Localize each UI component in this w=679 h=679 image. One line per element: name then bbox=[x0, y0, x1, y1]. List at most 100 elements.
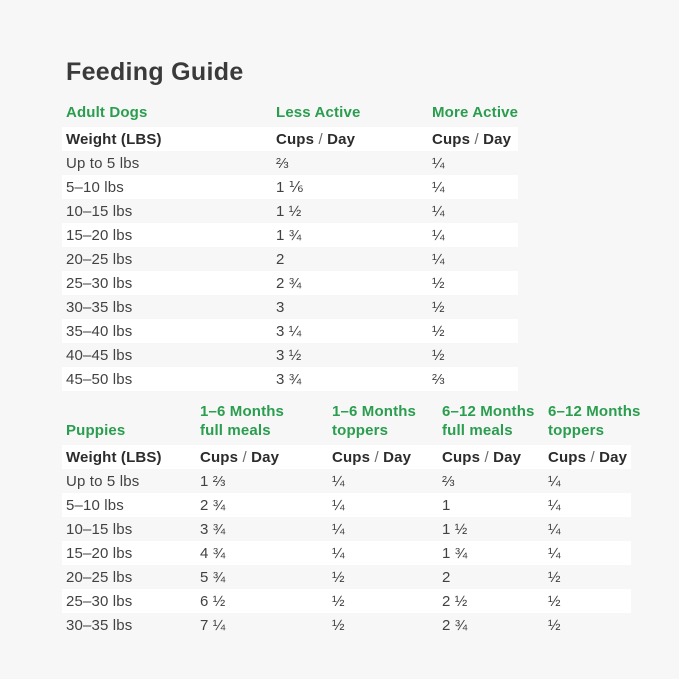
cups-day-slash: / bbox=[474, 130, 479, 148]
value-cell: ½ bbox=[548, 568, 561, 586]
section-header-row: Adult Dogs Less Active More Active bbox=[62, 103, 518, 127]
value-cell: ½ bbox=[432, 298, 445, 316]
cups-day-header-cell: Cups / Day bbox=[276, 131, 432, 148]
value-cell: ¼ bbox=[548, 544, 561, 562]
column-header-line2: toppers bbox=[332, 422, 389, 439]
day-label: Day bbox=[599, 448, 628, 466]
value-cell: ¼ bbox=[548, 496, 561, 514]
value-cell: ½ bbox=[548, 616, 561, 634]
weight-cell: 10–15 lbs bbox=[66, 520, 133, 538]
cups-label: Cups bbox=[548, 448, 587, 466]
value-cell: 2 ¾ bbox=[442, 616, 468, 634]
table-row: 20–25 lbs 2 ¼ bbox=[62, 247, 518, 271]
cups-day-slash: / bbox=[374, 448, 379, 466]
cups-day-header-cell: Cups / Day bbox=[442, 449, 548, 466]
value-cell: ⅔ bbox=[432, 370, 445, 388]
table-row: 5–10 lbs 2 ¾ ¼ 1 ¼ bbox=[62, 493, 631, 517]
value-cell: 3 ½ bbox=[276, 346, 302, 364]
value-cell: 1 ½ bbox=[442, 520, 468, 538]
column-header: 6–12 Months full meals bbox=[442, 402, 548, 440]
table-row: 25–30 lbs 6 ½ ½ 2 ½ ½ bbox=[62, 589, 631, 613]
value-cell: 3 ¾ bbox=[276, 370, 302, 388]
column-header: 1–6 Months toppers bbox=[332, 402, 442, 440]
weight-cell: 25–30 lbs bbox=[66, 274, 133, 292]
value-cell: 1 ¾ bbox=[442, 544, 468, 562]
value-cell: 5 ¾ bbox=[200, 568, 226, 586]
value-cell: ¼ bbox=[432, 202, 445, 220]
value-cell: 1 ⅔ bbox=[200, 472, 226, 490]
table-row: 15–20 lbs 1 ¾ ¼ bbox=[62, 223, 518, 247]
table-header-row: Weight (LBS) Cups / Day Cups / Day bbox=[62, 127, 518, 151]
cups-day-header-cell: Cups / Day bbox=[200, 449, 332, 466]
table-row: 45–50 lbs 3 ¾ ⅔ bbox=[62, 367, 518, 391]
column-header-line2: toppers bbox=[548, 422, 605, 439]
day-label: Day bbox=[383, 448, 412, 466]
table-row: 5–10 lbs 1 ⅙ ¼ bbox=[62, 175, 518, 199]
cups-label: Cups bbox=[276, 130, 315, 148]
section-label: Puppies bbox=[66, 422, 126, 439]
value-cell: 2 ½ bbox=[442, 592, 468, 610]
cups-day-slash: / bbox=[242, 448, 247, 466]
day-label: Day bbox=[493, 448, 522, 466]
value-cell: 4 ¾ bbox=[200, 544, 226, 562]
weight-cell: 5–10 lbs bbox=[66, 178, 124, 196]
value-cell: 3 ¾ bbox=[200, 520, 226, 538]
value-cell: ⅔ bbox=[276, 154, 289, 172]
value-cell: ½ bbox=[432, 322, 445, 340]
column-header-line2: full meals bbox=[200, 422, 271, 439]
weight-header-cell: Weight (LBS) bbox=[66, 448, 162, 466]
weight-cell: 30–35 lbs bbox=[66, 616, 133, 634]
table-row: 15–20 lbs 4 ¾ ¼ 1 ¾ ¼ bbox=[62, 541, 631, 565]
weight-cell: 40–45 lbs bbox=[66, 346, 133, 364]
column-header-line1: 6–12 Months bbox=[442, 403, 535, 420]
value-cell: ½ bbox=[432, 274, 445, 292]
column-header-label: More Active bbox=[432, 104, 519, 121]
value-cell: ¼ bbox=[332, 544, 345, 562]
value-cell: ¼ bbox=[432, 154, 445, 172]
cups-label: Cups bbox=[442, 448, 481, 466]
value-cell: 2 bbox=[276, 250, 285, 268]
column-header-line1: 1–6 Months bbox=[332, 403, 417, 420]
column-header: Less Active bbox=[276, 103, 432, 122]
value-cell: 3 bbox=[276, 298, 285, 316]
table-header-row: Weight (LBS) Cups / Day Cups / Day Cups / D… bbox=[62, 445, 631, 469]
column-header-line1: 6–12 Months bbox=[548, 403, 641, 420]
weight-cell: 35–40 lbs bbox=[66, 322, 133, 340]
value-cell: 2 bbox=[442, 568, 451, 586]
value-cell: ¼ bbox=[548, 472, 561, 490]
weight-cell: 15–20 lbs bbox=[66, 544, 133, 562]
weight-cell: 20–25 lbs bbox=[66, 250, 133, 268]
value-cell: ¼ bbox=[332, 472, 345, 490]
table-row: Up to 5 lbs 1 ⅔ ¼ ⅔ ¼ bbox=[62, 469, 631, 493]
value-cell: ½ bbox=[548, 592, 561, 610]
table-row: 10–15 lbs 3 ¾ ¼ 1 ½ ¼ bbox=[62, 517, 631, 541]
value-cell: ¼ bbox=[332, 496, 345, 514]
cups-day-slash: / bbox=[318, 130, 323, 148]
day-label: Day bbox=[483, 130, 512, 148]
day-label: Day bbox=[327, 130, 356, 148]
column-header-line2: full meals bbox=[442, 422, 513, 439]
weight-cell: 25–30 lbs bbox=[66, 592, 133, 610]
adult-dogs-table: Adult Dogs Less Active More Active Weight (… bbox=[62, 103, 518, 391]
weight-cell: Up to 5 lbs bbox=[66, 154, 140, 172]
table-row: 30–35 lbs 7 ¼ ½ 2 ¾ ½ bbox=[62, 613, 631, 637]
section-header-row: Puppies 1–6 Months full meals 1–6 Months top… bbox=[62, 402, 641, 445]
weight-cell: 45–50 lbs bbox=[66, 370, 133, 388]
weight-header-cell: Weight (LBS) bbox=[66, 130, 162, 148]
value-cell: 1 ½ bbox=[276, 202, 302, 220]
value-cell: ¼ bbox=[432, 178, 445, 196]
table-row: 25–30 lbs 2 ¾ ½ bbox=[62, 271, 518, 295]
column-header: 6–12 Months toppers bbox=[548, 402, 641, 440]
weight-cell: 30–35 lbs bbox=[66, 298, 133, 316]
value-cell: 1 ¾ bbox=[276, 226, 302, 244]
value-cell: ¼ bbox=[548, 520, 561, 538]
cups-day-header-cell: Cups / Day bbox=[332, 449, 442, 466]
cups-day-header-cell: Cups / Day bbox=[548, 449, 627, 466]
day-label: Day bbox=[251, 448, 280, 466]
weight-cell: 10–15 lbs bbox=[66, 202, 133, 220]
cups-label: Cups bbox=[200, 448, 239, 466]
column-header-line1: 1–6 Months bbox=[200, 403, 285, 420]
value-cell: ¼ bbox=[432, 226, 445, 244]
value-cell: 2 ¾ bbox=[276, 274, 302, 292]
